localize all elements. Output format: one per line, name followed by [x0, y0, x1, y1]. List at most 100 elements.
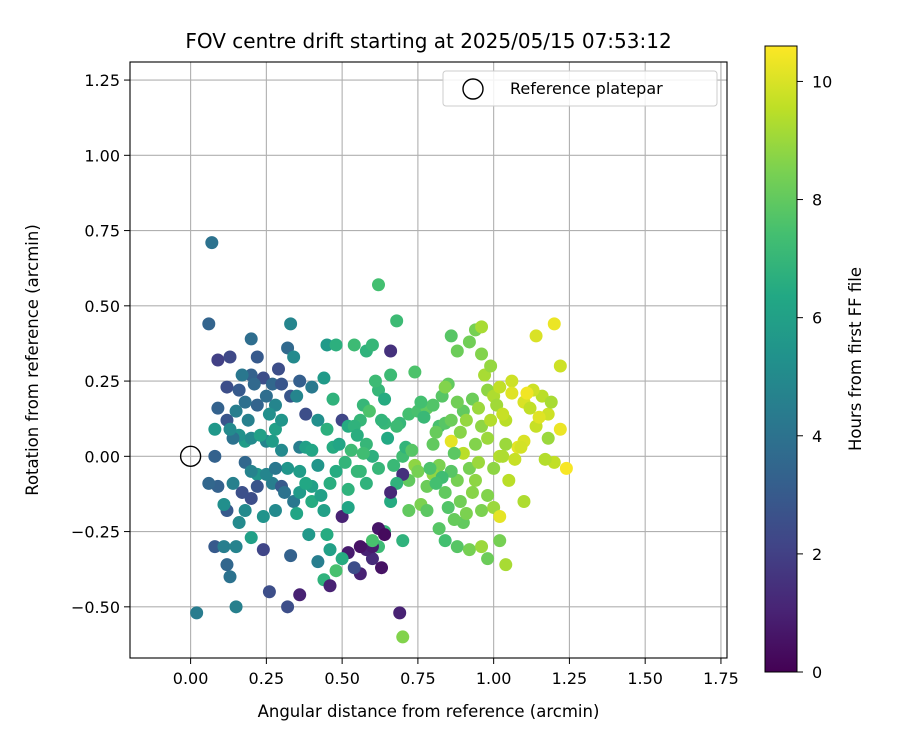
data-point [202, 317, 216, 331]
data-point [444, 434, 458, 448]
data-point [323, 543, 337, 557]
data-point [293, 374, 307, 388]
reference-platepar-marker [179, 445, 202, 468]
data-point [275, 377, 289, 391]
data-point [217, 540, 231, 554]
data-point [311, 413, 325, 427]
data-point [468, 437, 482, 451]
data-point [284, 549, 298, 563]
data-point [356, 446, 370, 460]
data-point [553, 422, 567, 436]
data-point [302, 528, 316, 542]
data-point [211, 353, 225, 367]
y-tick-label: 0.50 [84, 297, 120, 316]
data-point [481, 488, 495, 502]
y-tick-label: 0.75 [84, 222, 120, 241]
data-point [238, 504, 252, 518]
data-point [481, 431, 495, 445]
data-point [329, 564, 343, 578]
data-point [350, 428, 364, 442]
data-point [262, 407, 276, 421]
data-point [265, 377, 279, 391]
data-point [447, 513, 461, 527]
data-point [481, 552, 495, 566]
data-point [329, 464, 343, 478]
data-point [384, 485, 398, 499]
legend-box [442, 70, 718, 107]
data-point [262, 585, 276, 599]
x-tick-label: 0.25 [249, 669, 285, 688]
data-point [332, 437, 346, 451]
data-point [299, 476, 313, 490]
scatter-points [190, 236, 573, 644]
data-point [220, 380, 234, 394]
x-tick-label: 0.50 [324, 669, 360, 688]
data-point [529, 329, 543, 343]
data-point [429, 476, 443, 490]
data-point [420, 504, 434, 518]
data-point [450, 395, 464, 409]
data-point [496, 449, 510, 463]
data-point [259, 389, 273, 403]
data-point [265, 434, 279, 448]
data-point [368, 374, 382, 388]
data-point [553, 359, 567, 373]
data-point [335, 552, 349, 566]
data-point [547, 317, 561, 331]
data-point [317, 504, 331, 518]
data-point [514, 440, 528, 454]
data-point [475, 504, 489, 518]
data-point [359, 476, 373, 490]
data-point [559, 461, 573, 475]
data-point [208, 422, 222, 436]
data-point [444, 413, 458, 427]
data-point [244, 464, 258, 478]
data-point [402, 504, 416, 518]
data-point [211, 401, 225, 415]
data-point [244, 332, 258, 346]
data-point [232, 383, 246, 397]
data-point [532, 410, 546, 424]
data-point [223, 350, 237, 364]
data-point [290, 389, 304, 403]
data-point [505, 386, 519, 400]
data-point [371, 278, 385, 292]
x-tick-label: 1.75 [703, 669, 739, 688]
data-point [344, 443, 358, 457]
data-point [444, 329, 458, 343]
data-point [499, 558, 513, 572]
data-point [287, 350, 301, 364]
data-point [538, 452, 552, 466]
data-point [271, 362, 285, 376]
colorbar-tick-label: 8 [812, 191, 822, 210]
data-point [347, 338, 361, 352]
data-point [462, 335, 476, 349]
data-point [408, 365, 422, 379]
data-point [459, 507, 473, 521]
data-point [371, 461, 385, 475]
data-point [229, 600, 243, 614]
data-point [341, 500, 355, 514]
data-point [229, 404, 243, 418]
data-point [281, 461, 295, 475]
data-point [275, 413, 289, 427]
data-point [284, 317, 298, 331]
data-point [417, 410, 431, 424]
data-point [217, 497, 231, 511]
data-point [278, 485, 292, 499]
data-point [381, 431, 395, 445]
data-point [347, 561, 361, 575]
data-point [208, 540, 222, 554]
data-point [362, 404, 376, 418]
plot-frame [129, 61, 728, 659]
data-point [384, 368, 398, 382]
data-point [393, 606, 407, 620]
data-point [232, 516, 246, 530]
data-point [496, 407, 510, 421]
data-point [268, 461, 282, 475]
data-point [250, 398, 264, 412]
data-point [384, 344, 398, 358]
data-point [293, 464, 307, 478]
data-point [396, 630, 410, 644]
